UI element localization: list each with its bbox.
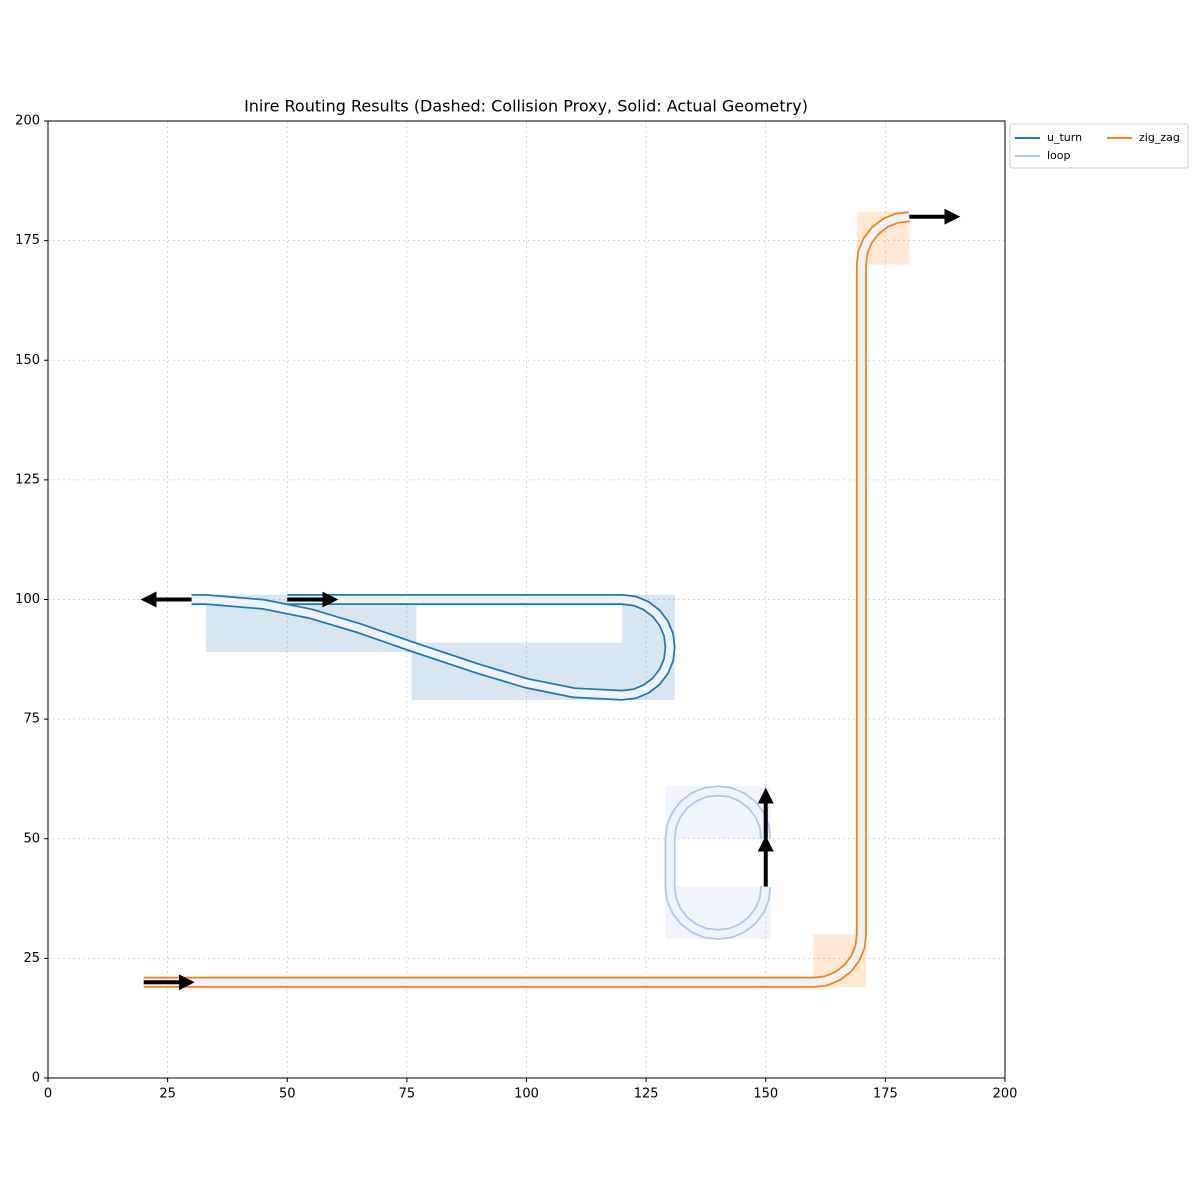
x-tick-label: 25 bbox=[159, 1087, 176, 1102]
legend-label: u_turn bbox=[1047, 131, 1082, 144]
y-tick-label: 25 bbox=[23, 951, 40, 966]
route-core bbox=[143, 212, 910, 987]
y-tick-label: 175 bbox=[15, 233, 40, 248]
legend-box bbox=[1009, 123, 1189, 169]
x-tick-label: 200 bbox=[993, 1087, 1018, 1102]
y-tick-label: 150 bbox=[15, 353, 40, 368]
y-tick-label: 75 bbox=[23, 712, 40, 727]
x-tick-label: 50 bbox=[279, 1087, 296, 1102]
route-core bbox=[191, 595, 674, 699]
chart-title: Inire Routing Results (Dashed: Collision… bbox=[244, 97, 808, 116]
y-tick-label: 100 bbox=[15, 592, 40, 607]
route-core bbox=[666, 787, 770, 939]
y-tick-label: 0 bbox=[32, 1071, 40, 1086]
y-tick-label: 125 bbox=[15, 472, 40, 487]
x-tick-label: 125 bbox=[634, 1087, 659, 1102]
x-tick-label: 0 bbox=[44, 1087, 52, 1102]
y-tick-label: 200 bbox=[15, 114, 40, 129]
x-tick-label: 150 bbox=[753, 1087, 778, 1102]
routes bbox=[143, 211, 910, 988]
x-tick-label: 100 bbox=[514, 1087, 539, 1102]
x-tick-label: 175 bbox=[873, 1087, 898, 1102]
axes: 0 25 50 75 100 125 150 175 200 0 25 50 75 100 125 150 17… bbox=[15, 114, 1017, 1102]
x-tick-label: 75 bbox=[399, 1087, 416, 1102]
arrows bbox=[140, 208, 961, 991]
legend-label: zig_zag bbox=[1139, 131, 1180, 144]
legend-label: loop bbox=[1047, 149, 1071, 162]
y-tick-label: 50 bbox=[23, 831, 40, 846]
